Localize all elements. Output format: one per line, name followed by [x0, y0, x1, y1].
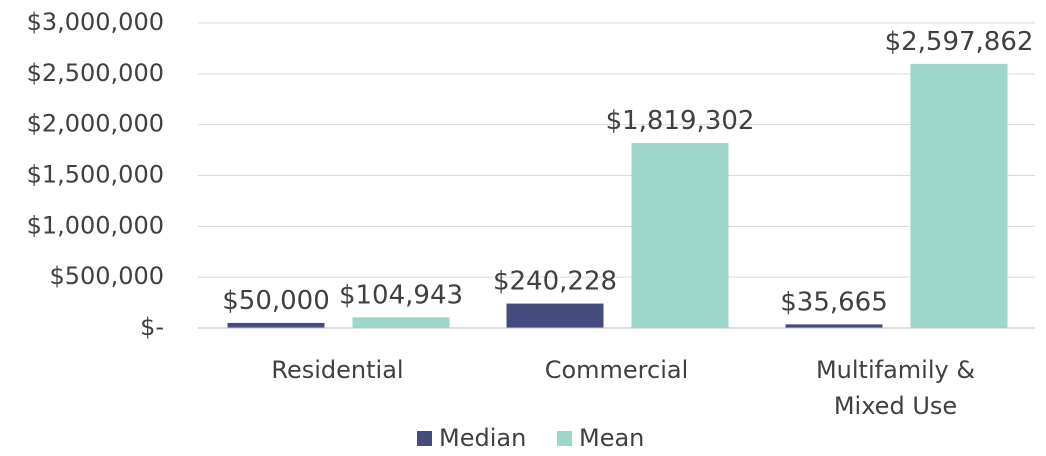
x-tick-label: Multifamily & Mixed Use — [816, 356, 975, 420]
legend-label: Mean — [579, 424, 644, 452]
y-tick-label: $2,000,000 — [27, 110, 164, 138]
y-tick-label: $1,000,000 — [27, 211, 164, 239]
legend: Median Mean — [417, 424, 644, 452]
data-labels: $50,000 $104,943 $240,228 $1,819,302 $35,665… — [222, 27, 1033, 317]
bar-median — [227, 322, 325, 328]
y-tick-label: $1,500,000 — [27, 161, 164, 189]
bar-median — [785, 324, 883, 328]
x-tick-label: Commercial — [545, 356, 689, 384]
y-tick-label: $- — [140, 313, 164, 341]
x-tick-label: Residential — [271, 356, 403, 384]
data-label: $240,228 — [493, 267, 617, 297]
y-tick-label: $500,000 — [49, 262, 164, 290]
data-label: $1,819,302 — [606, 106, 755, 136]
y-tick-label: $2,500,000 — [27, 59, 164, 87]
legend-swatch-mean — [557, 431, 572, 446]
data-label: $2,597,862 — [885, 27, 1034, 57]
bar-median — [506, 303, 604, 328]
data-label: $35,665 — [780, 287, 888, 317]
bar-mean — [352, 317, 450, 328]
data-label: $104,943 — [339, 280, 463, 310]
bar-mean — [631, 143, 729, 328]
axes: $- $500,000 $1,000,000 $1,500,000 $2,000,000… — [27, 8, 1035, 420]
y-tick-label: $3,000,000 — [27, 8, 164, 36]
legend-swatch-median — [417, 431, 432, 446]
bars — [227, 63, 1008, 328]
bar-mean — [910, 63, 1008, 328]
data-label: $50,000 — [222, 286, 330, 316]
legend-label: Median — [439, 424, 526, 452]
gridlines — [198, 22, 1035, 278]
